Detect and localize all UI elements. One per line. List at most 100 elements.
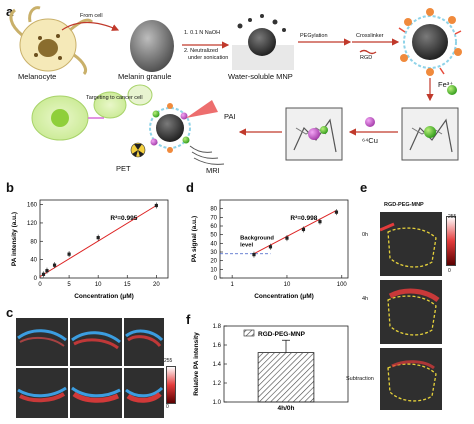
cancer-cell-graphic <box>31 84 153 141</box>
legend-label: RGD-PEG-MNP <box>258 331 306 338</box>
y-tick-label: 20 <box>210 259 217 265</box>
y-tick-label: 120 <box>27 221 38 227</box>
x-tick-label: 0 <box>38 282 42 288</box>
legend-swatch <box>243 329 255 337</box>
y-tick-label: 40 <box>210 241 217 247</box>
panel-e-label-4h: 4h <box>362 296 369 302</box>
plot-frame <box>39 199 169 279</box>
label-water-mnp: Water-soluble MNP <box>228 72 293 81</box>
cu-chelation-inset <box>285 107 343 161</box>
panel-e-label-0h: 0h <box>362 232 369 238</box>
y-tick-label: 1.6 <box>213 343 222 349</box>
ultrasound-image <box>16 368 68 418</box>
y-tick-label: 1.2 <box>213 381 222 387</box>
background-label: Background <box>240 236 274 242</box>
melanin-granule-graphic <box>130 20 174 72</box>
panel-letter-c: c <box>6 305 14 320</box>
colorbar-c-min: 0 <box>166 404 169 410</box>
multimodal-nanoparticle-graphic <box>149 103 191 153</box>
ultrasound-image <box>124 368 164 418</box>
data-point <box>334 210 339 214</box>
chart-f: 1.0 1.2 1.4 1.6 1.8 4h/0h RGD-PEG-MNP Relative … <box>193 324 349 412</box>
x-tick-label: 10 <box>95 282 102 288</box>
fit-line <box>253 209 337 255</box>
panel-e-title: RGD-PEG-MNP <box>384 202 424 208</box>
panel-letter-b: b <box>6 180 14 195</box>
x-axis-label: Concentration (μM) <box>74 293 134 300</box>
ultrasound-image <box>124 318 164 366</box>
y-axis-label: PA intensity (a.u.) <box>11 212 18 266</box>
data-point <box>252 253 256 257</box>
mri-wave-icon <box>189 145 225 165</box>
chart-d: 1 10 100 0 10 20 30 40 50 60 70 80 Concentration (μM… <box>191 199 349 300</box>
label-melanin-granule: Melanin granule <box>118 72 172 81</box>
colorbar-e <box>446 216 456 266</box>
x-tick-label: 5 <box>67 282 71 288</box>
y-tick-label: 0 <box>214 276 218 282</box>
r-squared-annotation: R²=0.995 <box>110 215 137 222</box>
label-cu: ⁶⁴Cu <box>362 136 378 145</box>
panel-c-images: 255 0 <box>16 318 178 418</box>
ultrasound-image <box>70 318 122 366</box>
label-fe: Fe³⁺ <box>438 80 454 89</box>
panel-letter-d: d <box>186 180 194 195</box>
x-tick-label: 15 <box>124 282 131 288</box>
y-tick-label: 30 <box>210 250 217 256</box>
label-melanocyte: Melanocyte <box>18 72 57 81</box>
panel-a-illustration <box>9 6 462 165</box>
water-soluble-mnp-graphic <box>232 14 294 70</box>
x-tick-label: 4h/0h <box>278 405 295 412</box>
data-point <box>318 220 322 224</box>
background-label: level <box>240 243 253 249</box>
bar <box>257 352 315 403</box>
y-tick-label: 1.8 <box>213 324 222 330</box>
panel-letter-f: f <box>186 312 191 327</box>
colorbar-c <box>166 366 176 404</box>
data-point <box>154 203 158 208</box>
ultrasound-image-subtraction <box>380 348 442 410</box>
label-step2: 2. Neutralized <box>184 48 218 54</box>
data-point <box>268 245 273 249</box>
label-pet: PET <box>116 164 131 173</box>
ultrasound-image <box>16 318 68 366</box>
x-tick-label: 20 <box>153 282 160 288</box>
y-tick-label: 80 <box>30 239 37 245</box>
data-point <box>67 252 71 256</box>
plot-frame <box>219 199 349 279</box>
data-point <box>96 236 100 240</box>
x-tick-label: 10 <box>284 282 291 288</box>
colorbar-e-min: 0 <box>448 268 451 274</box>
y-tick-label: 10 <box>210 267 217 273</box>
fe-chelation-inset <box>401 107 459 161</box>
y-tick-label: 80 <box>210 207 217 213</box>
rgd-peg-mnp-graphic <box>398 8 462 76</box>
panel-e-images: RGD-PEG-MNP 255 0 0h 4h Subtraction <box>346 192 474 422</box>
fe-ion-icon <box>447 85 457 95</box>
y-tick-label: 50 <box>210 233 217 239</box>
y-tick-label: 70 <box>210 215 217 221</box>
x-axis-label: Concentration (μM) <box>254 293 314 300</box>
y-tick-label: 60 <box>210 224 217 230</box>
y-tick-label: 160 <box>27 203 38 209</box>
y-tick-label: 40 <box>30 258 37 264</box>
label-pegylation: PEGylation <box>300 33 328 39</box>
data-point <box>52 263 57 267</box>
x-tick-label: 1 <box>230 282 234 288</box>
label-targeting: Targeting to cancer cell <box>86 95 143 101</box>
ultrasound-image-4h <box>380 280 442 344</box>
r-squared-annotation: R²=0.998 <box>290 215 317 222</box>
data-point <box>41 272 46 276</box>
label-rgd: RGD <box>360 55 373 61</box>
colorbar-e-max: 255 <box>448 214 457 220</box>
colorbar-c-max: 255 <box>164 358 173 364</box>
label-crosslinker: Crosslinker <box>356 33 384 39</box>
label-from-cell: From cell <box>80 13 103 19</box>
laser-beam-icon <box>186 100 218 118</box>
melanocyte-graphic <box>9 6 94 76</box>
data-point <box>45 269 49 273</box>
fit-line <box>39 205 157 278</box>
panel-letter-e: e <box>360 180 368 195</box>
data-point <box>285 236 289 240</box>
ultrasound-image-0h <box>380 212 442 276</box>
data-point <box>301 227 306 232</box>
